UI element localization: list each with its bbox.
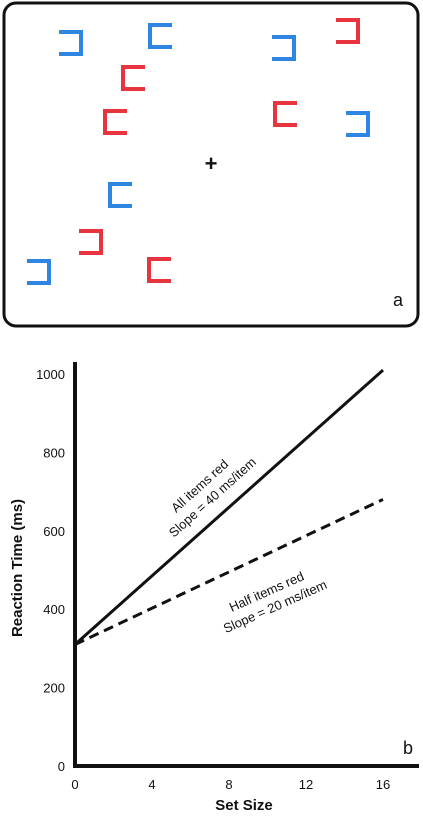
series-half-red-annotation: Half items red Slope = 20 ms/item — [214, 561, 329, 636]
y-tick-label: 1000 — [36, 367, 65, 382]
red-bracket-item — [103, 109, 127, 135]
panel-b-label: b — [403, 738, 413, 758]
y-tick-label: 0 — [58, 759, 65, 774]
series-lines — [74, 368, 384, 646]
blue-bracket-item — [346, 111, 370, 137]
y-tick-label: 800 — [43, 445, 65, 460]
x-axis-title: Set Size — [215, 797, 273, 814]
series-half-red-line — [74, 498, 384, 646]
red-bracket-item — [79, 229, 103, 255]
series-all-red-line — [74, 368, 384, 646]
x-tick-labels: 0 4 8 12 16 — [71, 777, 390, 792]
x-tick-label: 8 — [225, 777, 232, 792]
y-tick-label: 600 — [43, 524, 65, 539]
panel-a-label: a — [393, 290, 404, 310]
blue-bracket-item — [59, 30, 83, 56]
x-tick-label: 16 — [376, 777, 390, 792]
red-bracket-item — [336, 18, 360, 44]
red-bracket-item — [273, 101, 297, 127]
y-axis-title: Reaction Time (ms) — [9, 499, 26, 637]
y-tick-label: 400 — [43, 602, 65, 617]
y-tick-label: 200 — [43, 681, 65, 696]
x-tick-label: 0 — [71, 777, 78, 792]
x-tick-label: 4 — [148, 777, 155, 792]
red-bracket-item — [121, 65, 145, 91]
red-bracket-item — [147, 257, 171, 283]
blue-bracket-item — [272, 35, 296, 61]
blue-bracket-item — [108, 182, 132, 208]
y-tick-labels: 0 200 400 600 800 1000 — [36, 367, 65, 774]
fixation-cross: + — [205, 151, 218, 176]
search-items — [27, 18, 370, 285]
panel-a: + a — [2, 1, 420, 328]
panel-a-frame — [2, 1, 420, 328]
x-tick-label: 12 — [299, 777, 313, 792]
blue-bracket-item — [148, 23, 172, 49]
blue-bracket-item — [27, 259, 51, 285]
